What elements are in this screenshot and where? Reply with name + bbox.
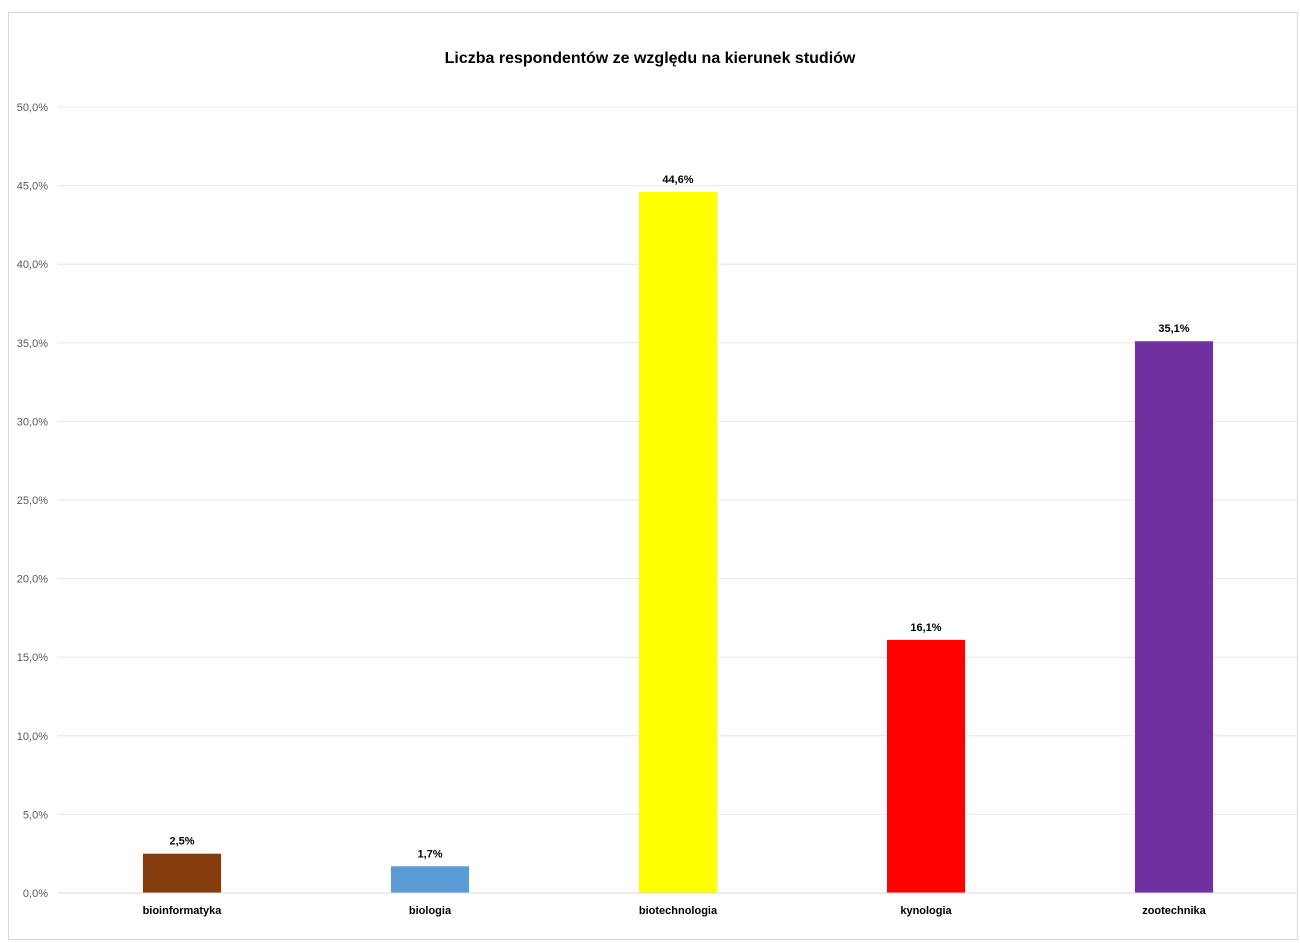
y-tick-label: 45,0% [17, 181, 48, 193]
x-tick-label-biotechnologia: biotechnologia [639, 905, 718, 917]
bar-zootechnika [1134, 341, 1214, 893]
x-tick-label-zootechnika: zootechnika [1142, 905, 1206, 917]
y-tick-label: 5,0% [23, 809, 48, 821]
x-tick-label-biologia: biologia [409, 905, 452, 917]
data-label-kynologia: 16,1% [910, 622, 941, 634]
data-label-zootechnika: 35,1% [1158, 323, 1189, 335]
data-label-biologia: 1,7% [417, 848, 442, 860]
bar-bioinformatyka [142, 853, 222, 893]
y-tick-label: 30,0% [17, 416, 48, 428]
bar-kynologia [886, 639, 966, 893]
data-label-biotechnologia: 44,6% [662, 174, 693, 186]
x-axis-tick-labels: bioinformatyka biologia biotechnologia kyno… [143, 905, 1207, 917]
gridlines [58, 106, 1298, 815]
chart-title: Liczba respondentów ze względu na kierun… [445, 50, 856, 67]
y-tick-label: 15,0% [17, 652, 48, 664]
y-tick-label: 50,0% [17, 102, 48, 114]
y-tick-label: 35,0% [17, 338, 48, 350]
data-labels: 2,5% 1,7% 44,6% 16,1% 35,1% [169, 174, 1189, 860]
x-tick-label-bioinformatyka: bioinformatyka [143, 905, 223, 917]
y-tick-label: 20,0% [17, 574, 48, 586]
y-tick-label: 25,0% [17, 495, 48, 507]
y-tick-label: 10,0% [17, 731, 48, 743]
bars [142, 191, 1214, 893]
x-tick-label-kynologia: kynologia [900, 905, 952, 917]
data-label-bioinformatyka: 2,5% [169, 836, 194, 848]
y-tick-label: 40,0% [17, 259, 48, 271]
y-axis-tick-labels: 0,0% 5,0% 10,0% 15,0% 20,0% 25,0% 30,0% 35,0% 40… [17, 102, 48, 900]
y-tick-label: 0,0% [23, 888, 48, 900]
bar-biologia [390, 866, 470, 893]
bar-biotechnologia [638, 191, 718, 893]
